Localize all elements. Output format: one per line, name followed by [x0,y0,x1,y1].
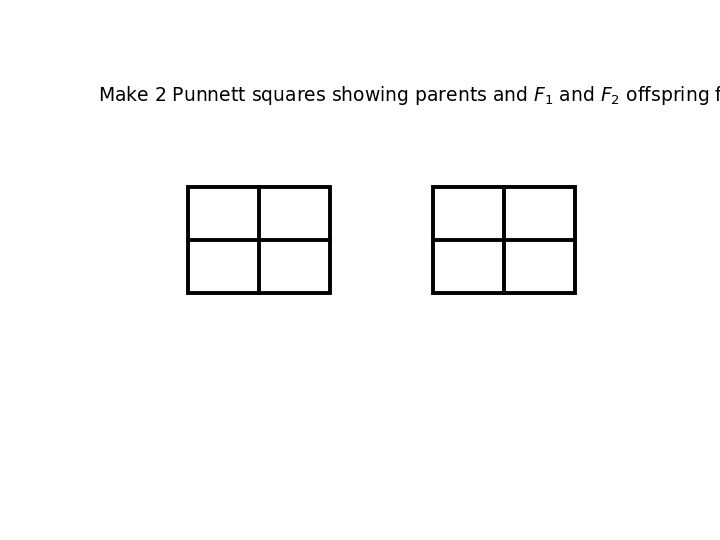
Bar [433,187,575,294]
Text: Make 2 Punnett squares showing parents and $F_1$ and $F_2$ offspring for this tr: Make 2 Punnett squares showing parents a… [99,84,720,106]
Bar [188,187,330,294]
